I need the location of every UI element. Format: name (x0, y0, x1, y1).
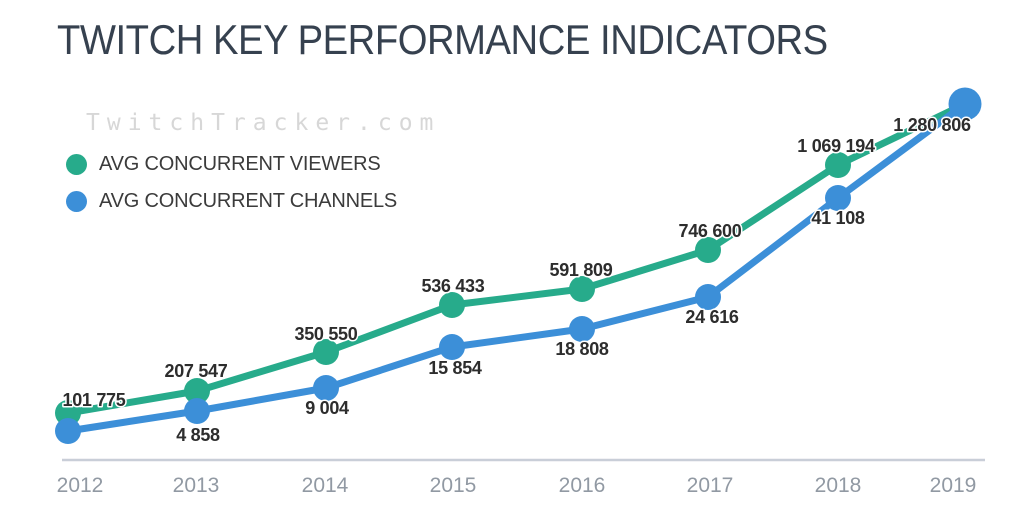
channels-point-2014 (313, 375, 339, 401)
x-tick-2012: 2012 (57, 474, 104, 497)
x-tick-2017: 2017 (687, 474, 734, 497)
viewers-label-2016: 591 809 (550, 260, 613, 280)
x-tick-2014: 2014 (302, 474, 349, 497)
legend-item-channels: AVG CONCURRENT CHANNELS (66, 190, 397, 213)
channels-point-2012 (55, 418, 81, 444)
viewers-point-2012 (55, 400, 81, 426)
chart-title: TWITCH KEY PERFORMANCE INDICATORS (57, 16, 828, 63)
viewers-line (64, 100, 969, 417)
channels-line (64, 100, 969, 435)
viewers-label-2013: 207 547 (165, 361, 228, 381)
x-tick-2019: 2019 (930, 474, 977, 497)
viewers-label-2019: 1 280 806 (893, 115, 971, 135)
channels-label-2014: 9 004 (305, 398, 349, 418)
viewers-label-2018: 1 069 194 (797, 136, 875, 156)
legend: AVG CONCURRENT VIEWERS AVG CONCURRENT CH… (66, 153, 397, 227)
legend-item-viewers: AVG CONCURRENT VIEWERS (66, 153, 397, 176)
channels-label-2013: 4 858 (176, 425, 220, 445)
channels-point-2018 (825, 185, 851, 211)
channels-series-dot-icon (66, 191, 87, 212)
x-tick-2013: 2013 (173, 474, 220, 497)
x-tick-2016: 2016 (559, 474, 606, 497)
x-tick-2018: 2018 (815, 474, 862, 497)
channels-point-2016 (569, 316, 595, 342)
viewers-point-2016 (569, 276, 595, 302)
channels-point-2019 (948, 87, 982, 121)
channels-label-2016: 18 808 (555, 339, 609, 359)
channels-point-2015 (439, 334, 465, 360)
x-tick-2015: 2015 (430, 474, 477, 497)
legend-label-viewers: AVG CONCURRENT VIEWERS (99, 153, 381, 175)
viewers-point-2018 (825, 152, 851, 178)
channels-label-2018: 41 108 (811, 208, 865, 228)
legend-label-channels: AVG CONCURRENT CHANNELS (99, 190, 398, 212)
viewers-label-2015: 536 433 (422, 276, 485, 296)
viewers-label-2014: 350 550 (295, 324, 358, 344)
viewers-label-2017: 746 600 (679, 221, 742, 241)
channels-label-2017: 24 616 (685, 307, 739, 327)
viewers-series-dot-icon (66, 154, 87, 175)
channels-point-2017 (695, 284, 721, 310)
viewers-label-2012: 101 775 (63, 390, 126, 410)
viewers-point-2015 (439, 292, 465, 318)
channels-point-2013 (184, 398, 210, 424)
viewers-point-2017 (695, 237, 721, 263)
viewers-point-2014 (313, 339, 339, 365)
viewers-point-2013 (184, 378, 210, 404)
watermark-text: TwitchTracker.com (86, 110, 441, 136)
channels-label-2015: 15 854 (428, 358, 482, 378)
